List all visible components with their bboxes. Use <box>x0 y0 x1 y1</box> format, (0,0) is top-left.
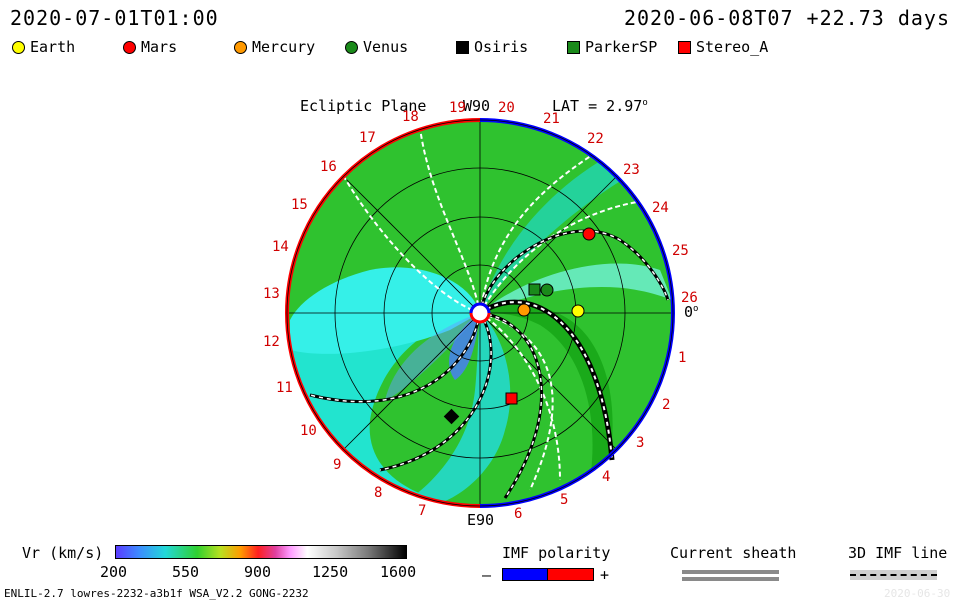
tick-5: 5 <box>560 492 568 508</box>
legend-mercury: Mercury <box>234 38 315 56</box>
colorbar-label: Vr (km/s) <box>22 544 104 562</box>
colorbar-tick-200: 200 <box>100 563 128 581</box>
tick-18: 18 <box>402 109 419 125</box>
parkersp-marker <box>528 283 541 296</box>
tick-23: 23 <box>623 162 640 178</box>
colorbar-tick-900: 900 <box>244 563 272 581</box>
tick-10: 10 <box>300 423 317 439</box>
legend-earth: Earth <box>12 38 75 56</box>
legend-venus: Venus <box>345 38 408 56</box>
tick-9: 9 <box>333 457 341 473</box>
imf-polarity-label: IMF polarity <box>502 544 611 562</box>
model-footer: ENLIL-2.7 lowres-2232-a3b1f WSA_V2.2 GON… <box>4 587 309 600</box>
current-sheath-swatch-bottom <box>682 577 779 581</box>
osiris-marker-icon <box>456 40 469 54</box>
mercury-marker-icon <box>234 40 247 54</box>
current-sheath-label: Current sheath <box>670 544 797 562</box>
tick-1: 1 <box>678 350 686 366</box>
imf-minus-sign: – <box>482 566 492 584</box>
tick-17: 17 <box>359 130 376 146</box>
tick-11: 11 <box>276 380 293 396</box>
run-date-footer: 2020-06-30 <box>884 587 951 600</box>
colorbar-tick-1600: 1600 <box>380 563 417 581</box>
imf-line-label: 3D IMF line <box>848 544 948 562</box>
legend-osiris: Osiris <box>456 38 528 56</box>
current-sheath-lines <box>309 229 670 499</box>
run-time: 2020-06-08T07 +22.73 days <box>623 6 950 30</box>
imf-positive-swatch <box>547 568 594 581</box>
tick-24: 24 <box>652 200 669 216</box>
w90-label: W90 <box>463 97 491 115</box>
tick-14: 14 <box>272 239 289 255</box>
earth-marker-icon <box>12 40 25 54</box>
carrington-ticks: 1 2 3 4 5 6 7 8 9 10 11 12 13 14 15 16 1… <box>263 100 698 522</box>
tick-15: 15 <box>291 197 308 213</box>
legend-parkersp: ParkerSP <box>567 38 657 56</box>
stereo-a-marker-icon <box>678 40 691 54</box>
imf-line-swatch <box>850 570 937 580</box>
tick-19: 19 <box>449 100 466 116</box>
venus-marker <box>540 283 554 297</box>
lat-readout: LAT = 2.97o <box>552 97 648 115</box>
imf-plus-sign: + <box>600 566 610 584</box>
stereo-a-marker <box>505 392 518 405</box>
tick-12: 12 <box>263 334 280 350</box>
mars-marker-icon <box>123 40 136 54</box>
plot-title: Ecliptic Plane <box>300 97 427 115</box>
model-time: 2020-07-01T01:00 <box>10 6 219 30</box>
mars-marker <box>582 227 596 241</box>
e90-label: E90 <box>467 511 495 529</box>
colorbar-tick-550: 550 <box>172 563 200 581</box>
tick-26: 26 <box>681 290 698 306</box>
tick-21: 21 <box>543 111 560 127</box>
tick-4: 4 <box>602 469 610 485</box>
tick-6: 6 <box>514 506 522 522</box>
speed-colorbar <box>115 545 407 559</box>
earth-marker <box>571 304 585 318</box>
imf-negative-swatch <box>502 568 548 581</box>
colorbar-tick-1250: 1250 <box>312 563 349 581</box>
zero-longitude-label: 0o <box>684 303 699 321</box>
tick-8: 8 <box>374 485 382 501</box>
tick-2: 2 <box>662 397 670 413</box>
tick-7: 7 <box>418 503 426 519</box>
legend-stereo-a: Stereo_A <box>678 38 768 56</box>
legend-mars: Mars <box>123 38 177 56</box>
current-sheath-swatch-top <box>682 570 779 574</box>
tick-13: 13 <box>263 286 280 302</box>
tick-25: 25 <box>672 243 689 259</box>
mercury-marker <box>517 303 531 317</box>
tick-3: 3 <box>636 435 644 451</box>
tick-22: 22 <box>587 131 604 147</box>
tick-20: 20 <box>498 100 515 116</box>
venus-marker-icon <box>345 40 358 54</box>
tick-16: 16 <box>320 159 337 175</box>
parkersp-marker-icon <box>567 40 580 54</box>
